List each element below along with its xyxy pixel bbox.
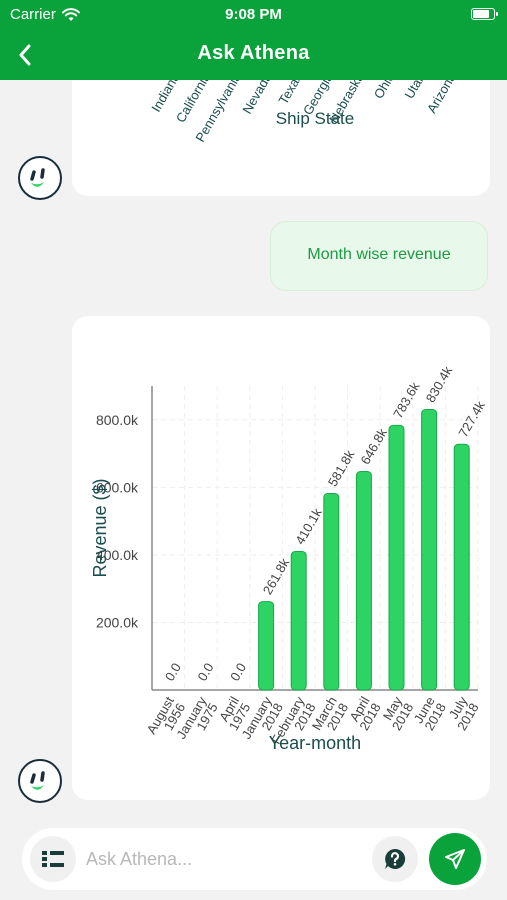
top-chart-x-label: Ship State: [276, 109, 354, 128]
bar-data-label: 0.0: [195, 660, 217, 683]
bot-message-revenue-chart: 200.0k 400.0k 600.0k 800.0k Revenue ($) 0.0 Au…: [72, 316, 490, 800]
top-chart-tick-label: Ohio: [371, 80, 398, 101]
y-tick-label: 200.0k: [96, 614, 139, 630]
carrier-info: Carrier: [10, 6, 80, 23]
top-chart-tick-label: Utah: [401, 80, 428, 101]
bar-data-label: 261.8k: [260, 555, 293, 597]
send-icon: [445, 849, 465, 869]
user-message-text: Month wise revenue: [307, 246, 451, 263]
athena-face-icon: [30, 771, 45, 790]
bar-data-label: 0.0: [162, 660, 184, 683]
bot-message-ship-state-chart: Indiana California Pennsylvania Nevada Texas…: [72, 80, 490, 196]
clock: 9:08 PM: [225, 6, 282, 23]
revenue-bar: [323, 492, 340, 691]
back-button[interactable]: [8, 38, 42, 72]
revenue-bar: [388, 424, 405, 691]
bar-data-label: 646.8k: [358, 425, 391, 467]
bot-avatar: [18, 156, 62, 200]
bar-data-label: 0.0: [227, 660, 249, 683]
y-tick-label: 400.0k: [96, 547, 139, 563]
question-bubble-icon: [385, 848, 406, 869]
composer-box: [22, 828, 487, 890]
revenue-bar: [453, 443, 470, 691]
bar-data-label: 830.4k: [423, 363, 456, 405]
status-bar: Carrier 9:08 PM: [0, 0, 507, 30]
top-chart-tick-label: Texas: [275, 80, 305, 107]
chevron-left-icon: [19, 44, 31, 66]
top-chart-tick-label: Arizona: [424, 80, 459, 116]
battery-icon: [471, 8, 498, 20]
bar-data-label: 410.1k: [292, 505, 325, 547]
bar-data-label: 581.8k: [325, 447, 358, 489]
send-button[interactable]: [429, 833, 481, 885]
ask-input[interactable]: [86, 844, 366, 874]
navigation-bar: Ask Athena: [0, 30, 507, 80]
page-title: Ask Athena: [197, 42, 310, 64]
revenue-bar: [355, 471, 372, 691]
x-axis-label: Year-month: [269, 733, 361, 753]
bar-data-label: 727.4k: [455, 398, 488, 440]
list-icon: [42, 851, 64, 867]
carrier-name: Carrier: [10, 6, 56, 23]
revenue-bar: [290, 550, 307, 691]
user-message: Month wise revenue: [270, 221, 488, 291]
athena-face-icon: [30, 168, 45, 187]
chat-thread[interactable]: Indiana California Pennsylvania Nevada Texas…: [0, 80, 507, 820]
wifi-icon: [61, 7, 80, 21]
revenue-bar: [421, 409, 438, 691]
help-button[interactable]: [372, 836, 418, 882]
y-axis-label: Revenue ($): [90, 478, 110, 577]
menu-button[interactable]: [30, 836, 76, 882]
y-tick-label: 800.0k: [96, 412, 139, 428]
composer: [0, 820, 507, 900]
bar-data-label: 783.6k: [390, 379, 423, 421]
top-chart-tick-label: Nevada: [239, 80, 275, 116]
revenue-bar: [258, 601, 275, 691]
y-tick-label: 600.0k: [96, 479, 139, 495]
bot-avatar: [18, 759, 62, 803]
